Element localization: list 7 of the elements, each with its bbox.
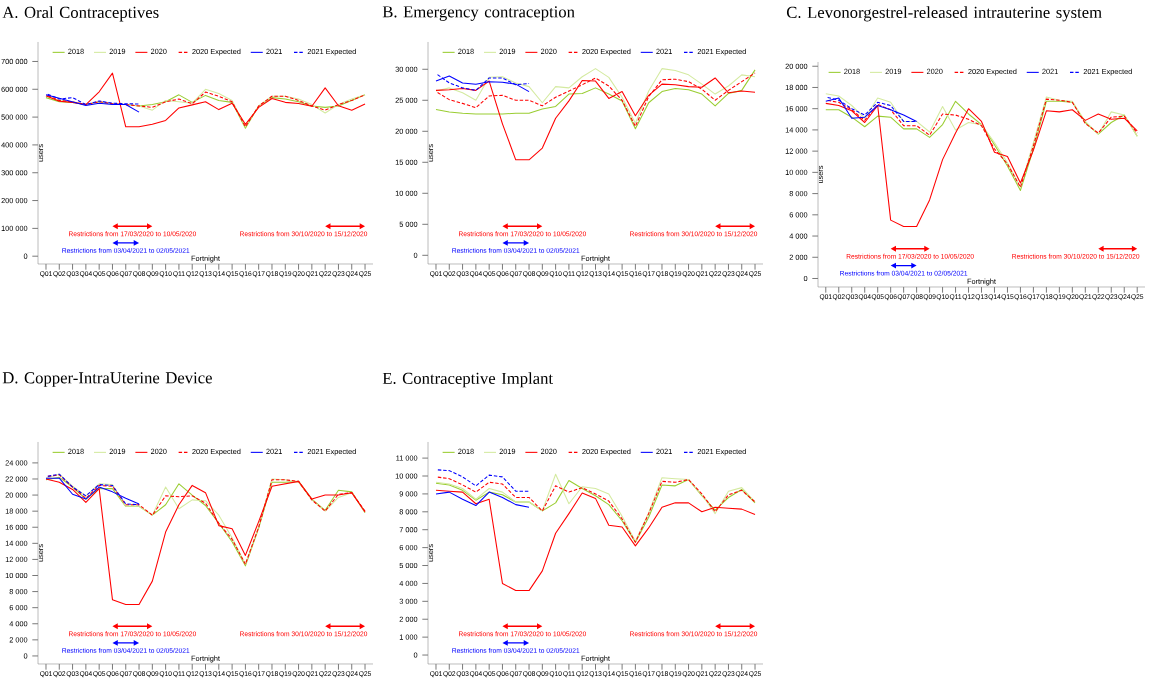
chart-title: B. Emergency contraception: [382, 6, 575, 21]
chart-title: C. Levonorgestrel-released intrauterine system: [786, 6, 1102, 22]
line-series: [435, 469, 530, 492]
chart-title: E. Contraceptive Implant: [382, 372, 553, 388]
chart-title: A. Oral Contraceptives: [2, 6, 159, 22]
chart-title: D. Copper-IntraUterine Device: [2, 372, 212, 387]
line-series: [435, 491, 530, 508]
